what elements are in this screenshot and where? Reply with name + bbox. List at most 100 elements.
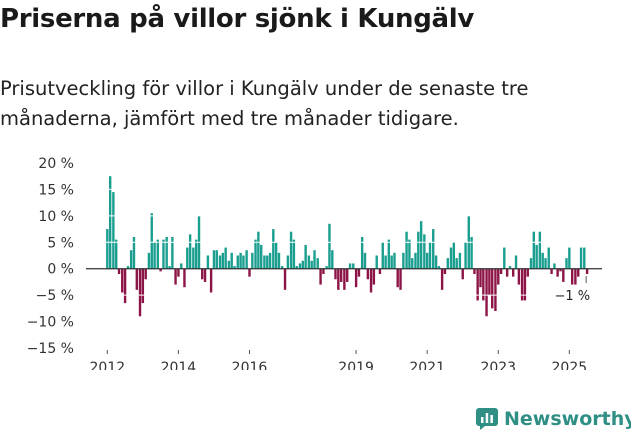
- bar: [559, 268, 562, 272]
- bar: [505, 268, 509, 277]
- bar: [363, 252, 367, 269]
- bar: [544, 258, 547, 269]
- bar: [535, 244, 538, 269]
- bar: [230, 252, 233, 269]
- last-value-label: −1 %: [554, 289, 590, 304]
- bar: [476, 268, 479, 301]
- y-tick-label: 5 %: [47, 235, 74, 251]
- bar: [206, 255, 210, 269]
- bar: [331, 250, 334, 269]
- bar: [541, 252, 544, 269]
- bar: [387, 239, 391, 269]
- bar: [147, 252, 151, 269]
- bar: [141, 268, 145, 304]
- bar: [494, 268, 497, 311]
- bar: [203, 268, 207, 282]
- bar: [165, 237, 168, 269]
- bar: [464, 242, 467, 269]
- bar: [526, 268, 529, 277]
- bar: [280, 266, 284, 269]
- bar: [547, 247, 550, 269]
- bar: [458, 252, 462, 269]
- bar: [194, 239, 198, 269]
- bar: [138, 268, 142, 317]
- bar: [570, 268, 574, 285]
- bar: [446, 258, 449, 269]
- bar: [266, 255, 269, 269]
- bar: [366, 268, 370, 280]
- bar: [482, 268, 485, 301]
- bar: [277, 252, 281, 269]
- bar: [488, 268, 491, 296]
- bar: [334, 268, 337, 280]
- bar: [162, 239, 165, 269]
- bar: [313, 250, 316, 269]
- bar: [473, 268, 476, 274]
- chart-subtitle: Prisutveckling för villor i Kungälv unde…: [0, 77, 529, 130]
- x-tick-label: 2012: [90, 360, 126, 370]
- bar: [399, 268, 402, 290]
- bar: [121, 268, 124, 293]
- bar: [523, 268, 527, 301]
- bar: [479, 268, 482, 288]
- bar: [455, 258, 458, 269]
- bar: [123, 268, 127, 304]
- bar: [251, 252, 254, 269]
- bar: [171, 237, 174, 269]
- x-tick-label: 2021: [409, 360, 445, 370]
- bar: [144, 268, 147, 280]
- bar: [150, 213, 153, 269]
- x-tick-label: 2016: [232, 360, 268, 370]
- bar: [112, 192, 115, 269]
- bar: [298, 263, 302, 269]
- bar: [417, 231, 420, 269]
- newsworthy-logo[interactable]: Newsworthy: [476, 408, 631, 430]
- bar: [568, 247, 571, 269]
- bar: [520, 268, 524, 301]
- bar: [283, 268, 287, 290]
- bar: [402, 252, 405, 269]
- bar: [174, 268, 177, 285]
- bar: [260, 244, 263, 269]
- bar: [218, 255, 222, 269]
- bar: [274, 242, 278, 269]
- y-tick-label: 0 %: [47, 262, 74, 278]
- x-tick-label: 2019: [338, 360, 374, 370]
- bar: [337, 268, 340, 290]
- bar: [339, 268, 343, 282]
- bar: [257, 231, 260, 269]
- bar: [574, 268, 577, 285]
- bar: [485, 268, 488, 317]
- bar: [577, 268, 580, 277]
- y-tick-label: −5 %: [36, 288, 74, 304]
- bar: [497, 268, 500, 285]
- bar: [408, 239, 411, 269]
- bar: [529, 258, 533, 269]
- bar: [470, 237, 473, 269]
- bar: [209, 268, 213, 293]
- bar: [319, 268, 322, 285]
- bar: [168, 266, 171, 269]
- bar: [180, 263, 183, 269]
- bar: [272, 229, 275, 269]
- bar: [289, 231, 293, 269]
- bar: [434, 255, 438, 269]
- bar: [375, 255, 378, 269]
- bar: [126, 266, 130, 269]
- bar: [414, 252, 417, 269]
- bar: [227, 260, 231, 269]
- brand-name: Newsworthy: [504, 408, 631, 430]
- bar: [183, 268, 186, 288]
- bar: [117, 268, 121, 274]
- bar: [437, 266, 441, 269]
- bar: [499, 268, 503, 274]
- bar: [443, 268, 447, 274]
- bar: [316, 258, 319, 269]
- bar: [428, 242, 432, 269]
- bar: [132, 237, 136, 269]
- x-tick-label: 2023: [480, 360, 516, 370]
- bar: [503, 247, 506, 269]
- bar: [538, 231, 542, 269]
- bar: [440, 268, 444, 290]
- bar: [425, 252, 429, 269]
